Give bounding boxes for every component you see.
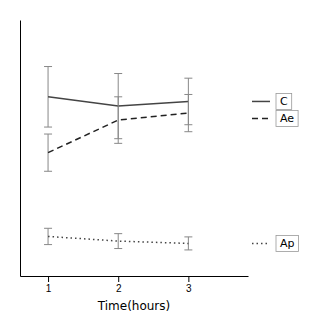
legend-swatch <box>252 118 270 120</box>
series-line <box>48 113 188 153</box>
error-bar-cap <box>114 233 122 234</box>
error-bar-cap <box>114 96 122 97</box>
chart-svg: 1 2 3 Time(hours) C Ae Ap <box>0 0 320 320</box>
error-bar-cap <box>184 131 192 132</box>
error-bar-cap <box>114 143 122 144</box>
error-bar-cap <box>184 249 192 250</box>
error-bar-cap <box>44 171 52 172</box>
legend-entry: C <box>252 93 292 109</box>
error-bar-cap <box>44 244 52 245</box>
legend-swatch <box>252 243 270 245</box>
legend: C Ae Ap <box>252 93 299 251</box>
x-axis-title: Time(hours) <box>97 299 170 313</box>
legend-label: Ae <box>280 112 294 125</box>
error-bar-cap <box>184 78 192 79</box>
error-bar-cap <box>44 228 52 229</box>
error-bar-cap <box>44 134 52 135</box>
legend-box <box>276 110 298 126</box>
error-bar-cap <box>114 73 122 74</box>
y-axis <box>20 21 21 277</box>
error-bar <box>44 134 52 171</box>
x-tick: 1 <box>46 276 52 294</box>
series-line <box>48 236 188 243</box>
error-bar <box>44 228 52 244</box>
y-axis-line <box>20 21 21 277</box>
legend-entry: Ae <box>252 110 298 126</box>
error-bar-cap <box>184 94 192 95</box>
legend-entry: Ap <box>252 235 299 251</box>
x-tick: 3 <box>186 276 192 294</box>
x-tick-label: 1 <box>46 283 52 294</box>
legend-label: Ap <box>280 237 295 250</box>
legend-label: C <box>280 95 288 108</box>
error-bar <box>184 237 192 250</box>
error-bar-cap <box>184 236 192 237</box>
x-tick-label: 3 <box>186 283 192 294</box>
legend-swatch <box>252 101 270 103</box>
marks <box>44 67 192 250</box>
x-tick-label: 2 <box>116 283 122 294</box>
x-tick-mark <box>188 276 189 282</box>
error-bar-cap <box>44 127 52 128</box>
x-tick-mark <box>48 276 49 282</box>
error-bar-stem <box>118 234 119 249</box>
x-tick-mark <box>118 276 119 282</box>
legend-box <box>276 235 299 251</box>
x-axis: 1 2 3 <box>21 276 249 294</box>
series <box>44 228 192 250</box>
error-bar-cap <box>114 248 122 249</box>
error-bar-stem <box>188 94 189 131</box>
error-bar-stem <box>118 97 119 144</box>
plot-area: 1 2 3 <box>21 21 249 295</box>
legend-box <box>276 93 292 109</box>
x-axis-line <box>21 276 249 277</box>
series <box>44 94 192 171</box>
x-tick: 2 <box>116 276 122 294</box>
error-bar-cap <box>44 66 52 67</box>
